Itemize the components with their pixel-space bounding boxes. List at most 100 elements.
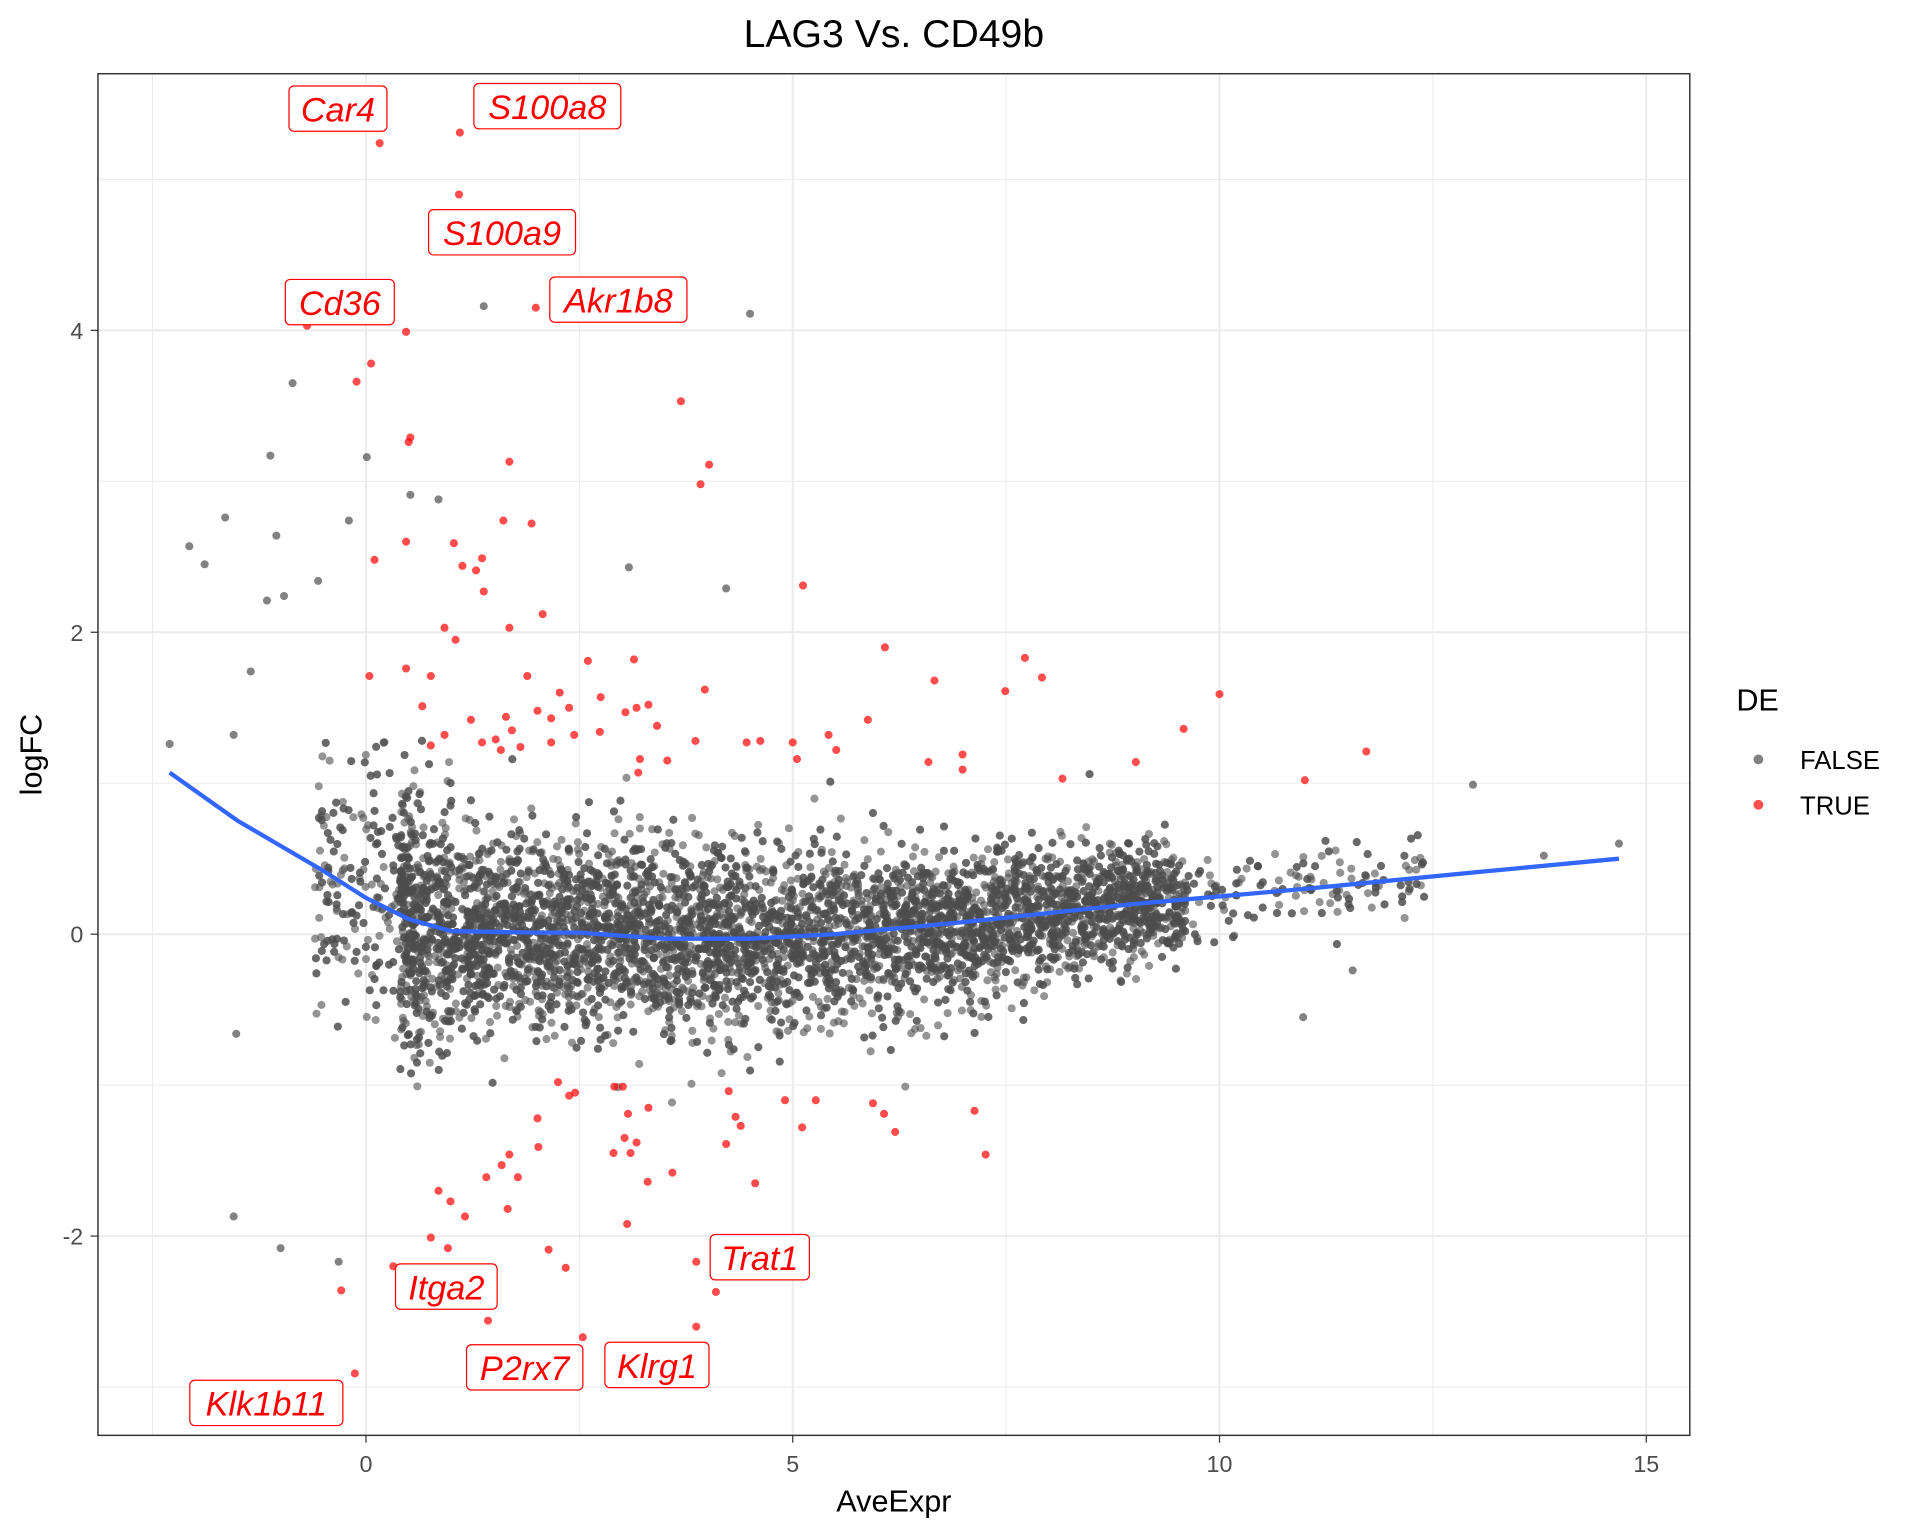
point-de-false bbox=[419, 991, 428, 1000]
point-de-false bbox=[1071, 938, 1080, 947]
point-de-false bbox=[678, 841, 687, 850]
point-de-false bbox=[1063, 936, 1072, 945]
point-de-false bbox=[742, 863, 751, 872]
point-de-false bbox=[496, 865, 505, 874]
point-de-false bbox=[481, 1034, 491, 1043]
point-de-false bbox=[1401, 861, 1410, 870]
point-de-false bbox=[508, 755, 517, 764]
point-de-false bbox=[499, 983, 508, 992]
point-de-false bbox=[990, 858, 999, 867]
point-de-false bbox=[840, 860, 849, 869]
point-de-false bbox=[594, 1013, 603, 1022]
point-de-false bbox=[542, 1035, 551, 1044]
point-de-false bbox=[311, 883, 320, 892]
point-de-false bbox=[978, 854, 987, 863]
point-de-false bbox=[981, 883, 990, 892]
point-de-false bbox=[891, 1016, 900, 1025]
point-de-false bbox=[635, 813, 644, 822]
point-de-false bbox=[1274, 876, 1283, 885]
point-de-false bbox=[419, 823, 428, 832]
point-de-false bbox=[390, 1033, 399, 1042]
point-de-false bbox=[816, 1024, 825, 1033]
point-de-false bbox=[527, 804, 536, 813]
point-de-false bbox=[1336, 868, 1345, 877]
point-de-false bbox=[665, 971, 674, 980]
point-de-false bbox=[622, 773, 631, 782]
point-de-false bbox=[706, 874, 715, 883]
point-de-false bbox=[724, 1017, 733, 1026]
point-de-false bbox=[730, 831, 739, 840]
point-de-false bbox=[336, 870, 345, 879]
point-de-false bbox=[1145, 961, 1154, 970]
point-de-false bbox=[554, 855, 563, 864]
point-de-false bbox=[493, 838, 502, 847]
point-de-false bbox=[430, 1020, 439, 1029]
point-de-false bbox=[754, 1002, 763, 1011]
point-de-false bbox=[361, 955, 371, 964]
point-de-false bbox=[350, 924, 360, 934]
point-de-false bbox=[707, 1036, 716, 1045]
point-de-false bbox=[786, 876, 795, 885]
point-de-false bbox=[735, 966, 744, 975]
point-de-false bbox=[496, 857, 505, 866]
point-de-false bbox=[392, 937, 401, 946]
point-de-false bbox=[773, 837, 782, 846]
point-de-false bbox=[534, 1006, 543, 1015]
point-de-false bbox=[363, 935, 373, 944]
point-de-false bbox=[636, 965, 645, 974]
point-de-false bbox=[740, 890, 749, 899]
point-de-false bbox=[1019, 973, 1028, 982]
point-de-false bbox=[686, 941, 695, 950]
point-de-false bbox=[734, 1011, 744, 1020]
point-de-false bbox=[860, 836, 869, 845]
point-de-false bbox=[317, 933, 326, 942]
point-de-false bbox=[635, 824, 644, 833]
point-de-false bbox=[526, 997, 535, 1006]
point-de-false bbox=[340, 853, 349, 862]
point-de-false bbox=[357, 810, 366, 819]
point-de-false bbox=[826, 777, 835, 786]
point-de-false bbox=[1335, 858, 1344, 867]
point-de-false bbox=[1317, 851, 1326, 860]
point-de-false bbox=[999, 984, 1008, 993]
point-de-false bbox=[977, 1012, 986, 1021]
point-de-false bbox=[626, 1000, 635, 1009]
point-de-false bbox=[490, 985, 499, 994]
point-de-false bbox=[714, 1009, 723, 1019]
point-de-false bbox=[334, 953, 343, 962]
point-de-false bbox=[825, 1029, 834, 1038]
point-de-false bbox=[687, 1079, 696, 1088]
point-de-false bbox=[1108, 948, 1117, 957]
point-de-false bbox=[667, 1098, 677, 1107]
point-de-false bbox=[1105, 839, 1114, 848]
point-de-false bbox=[410, 766, 419, 775]
point-de-false bbox=[922, 1031, 931, 1040]
point-de-false bbox=[992, 991, 1001, 1000]
point-de-false bbox=[1229, 909, 1238, 918]
point-de-false bbox=[1181, 906, 1190, 915]
point-de-false bbox=[362, 1012, 371, 1021]
point-de-false bbox=[1299, 852, 1308, 862]
point-de-false bbox=[1294, 872, 1303, 881]
point-de-false bbox=[1363, 889, 1373, 898]
point-de-false bbox=[492, 1011, 502, 1020]
point-de-false bbox=[425, 1058, 434, 1067]
point-de-false bbox=[365, 986, 374, 995]
point-de-false bbox=[623, 881, 632, 890]
point-de-false bbox=[451, 999, 460, 1008]
point-de-false bbox=[1311, 862, 1320, 871]
point-de-false bbox=[1242, 864, 1251, 873]
point-de-false bbox=[355, 868, 365, 877]
point-de-false bbox=[991, 908, 1000, 917]
point-de-false bbox=[571, 819, 580, 828]
point-de-false bbox=[635, 1059, 644, 1068]
point-de-false bbox=[702, 843, 711, 852]
gray-point-cloud bbox=[311, 736, 1429, 1107]
point-de-false bbox=[901, 1082, 910, 1091]
point-de-false bbox=[1097, 955, 1106, 964]
point-de-false bbox=[665, 828, 674, 837]
point-de-false bbox=[1203, 855, 1212, 864]
point-de-false bbox=[545, 889, 554, 898]
point-de-false bbox=[823, 994, 832, 1003]
point-de-false bbox=[1004, 869, 1013, 878]
